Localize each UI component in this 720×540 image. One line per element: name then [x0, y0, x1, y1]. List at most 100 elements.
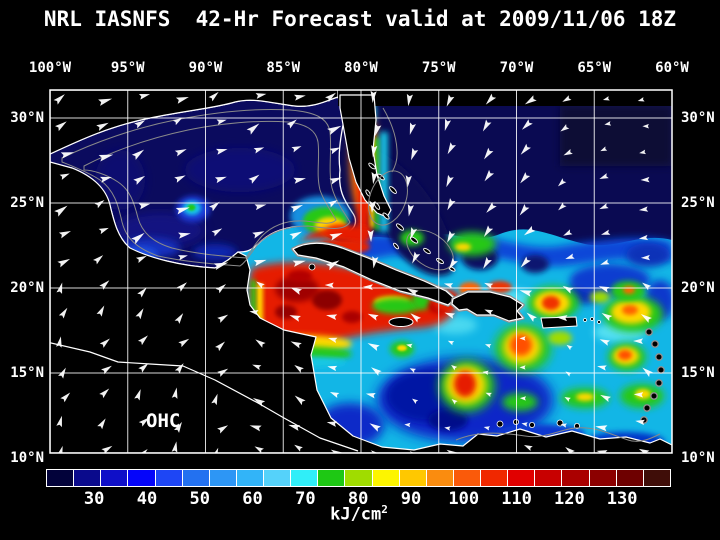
wind-vector-arrow [520, 256, 531, 268]
wind-vector-arrow [565, 253, 575, 260]
wind-vector-arrow [246, 123, 260, 135]
wind-vector-arrow [60, 392, 71, 403]
wind-vector-arrow [409, 122, 417, 135]
colorbar-cell [372, 470, 399, 486]
wind-vector-arrow [599, 203, 609, 210]
wind-vector-arrow [601, 312, 613, 322]
wind-vector-arrow [369, 200, 376, 213]
wind-vector-arrow [604, 121, 612, 126]
lat-tick-label-right: 25°N [681, 195, 715, 211]
wind-vector-arrow [60, 152, 75, 159]
wind-vector-arrow [133, 175, 146, 185]
colorbar-tick-label: 50 [189, 489, 210, 509]
wind-vector-arrow [56, 282, 63, 294]
wind-vector-arrow [562, 95, 572, 102]
wind-vector-arrow [97, 418, 106, 430]
wind-vector-arrow [327, 200, 338, 208]
wind-vector-arrow [564, 397, 571, 402]
lon-tick-label: 65°W [577, 60, 612, 76]
wind-vector-arrow [178, 338, 190, 348]
wind-vector-arrow [217, 368, 229, 377]
wind-vector-arrow [521, 422, 528, 427]
wind-vector-arrow [329, 147, 341, 155]
wind-vector-arrow [216, 119, 227, 125]
wind-vector-arrow [372, 256, 379, 269]
wind-vector-arrow [213, 262, 229, 271]
colorbar-tick-label: 30 [83, 489, 105, 509]
lon-tick-label: 60°W [655, 60, 689, 76]
puerto-rico-island [540, 316, 578, 329]
wind-vector-arrow [253, 147, 265, 154]
lat-tick-label-right: 15°N [681, 365, 715, 381]
wind-vector-arrow [447, 198, 456, 211]
lat-tick-label-left: 30°N [10, 110, 44, 126]
wind-vector-arrow [370, 450, 383, 453]
wind-vector-arrow [59, 173, 70, 180]
wind-vector-arrow [519, 204, 530, 216]
wind-vector-arrow [55, 121, 67, 132]
bahama-banks-water [372, 148, 455, 276]
wind-vector-arrow [138, 417, 150, 427]
wind-vector-arrow [640, 254, 650, 261]
wind-vector-arrow [410, 313, 422, 323]
wind-vector-arrow [137, 449, 148, 453]
wind-vector-arrow [290, 204, 304, 213]
wind-vector-arrow [638, 234, 649, 241]
wind-vector-arrow [217, 314, 229, 323]
wind-vector-arrow [446, 174, 454, 188]
wind-vector-arrow [483, 426, 491, 431]
wind-vector-arrow [375, 123, 382, 137]
wind-vector-arrow [58, 307, 68, 319]
wind-vector-arrow [171, 387, 178, 399]
wind-vector-arrow [138, 363, 149, 373]
wind-vector-arrow [521, 119, 533, 130]
colorbar-cell [616, 470, 643, 486]
wind-vector-arrow [178, 232, 191, 239]
wind-vector-arrow [252, 231, 265, 239]
isle-of-youth [308, 263, 316, 271]
wind-vector-arrow [211, 393, 218, 406]
wind-vector-arrow [370, 90, 377, 103]
wind-vector-arrow [367, 313, 379, 321]
wind-vector-arrow [555, 315, 568, 322]
wind-vector-arrow [99, 388, 110, 399]
lat-tick-label-left: 25°N [10, 195, 44, 211]
wind-vector-arrow [286, 119, 297, 129]
wind-vector-arrow [253, 259, 267, 267]
wind-vector-arrow [409, 368, 417, 373]
wind-vector-arrow [329, 177, 342, 185]
wind-vector-arrow [565, 447, 575, 453]
wind-vector-arrow [326, 314, 338, 321]
map-frame [49, 89, 673, 454]
wind-vector-arrow [600, 146, 608, 152]
wind-vector-arrow [289, 315, 301, 322]
colorbar-cell [562, 470, 589, 486]
wind-vector-arrow [100, 176, 112, 183]
plot-title: NRL IASNFS 42-Hr Forecast valid at 2009/… [43, 7, 677, 31]
wind-vector-arrow [483, 256, 492, 269]
lon-tick-label: 95°W [110, 60, 145, 76]
colorbar-cell [264, 470, 291, 486]
wind-vector-arrow [98, 227, 109, 235]
wind-vector-arrow [520, 172, 531, 184]
wind-vector-arrow [523, 225, 536, 236]
wind-vector-arrow [485, 392, 492, 397]
lon-tick-label: 100°W [28, 60, 72, 76]
wind-vector-arrow [638, 448, 650, 453]
wind-vector-arrow [294, 94, 306, 101]
wind-vector-arrow [252, 364, 262, 371]
cuba-island [292, 242, 456, 306]
colorbar-cell [318, 470, 345, 486]
wind-vector-arrow [208, 201, 220, 212]
colorbar-cell [345, 470, 372, 486]
lat-tick-label-left: 10°N [10, 450, 44, 466]
wind-vector-arrow [633, 338, 643, 344]
wind-vector-arrow [93, 255, 104, 265]
wind-vector-arrow [447, 142, 456, 155]
wind-vector-arrow [367, 343, 380, 352]
wind-vector-arrow [410, 227, 418, 240]
wind-vector-arrow [211, 447, 219, 453]
wind-vector-arrow [327, 125, 342, 135]
wind-vector-arrow [444, 312, 456, 319]
